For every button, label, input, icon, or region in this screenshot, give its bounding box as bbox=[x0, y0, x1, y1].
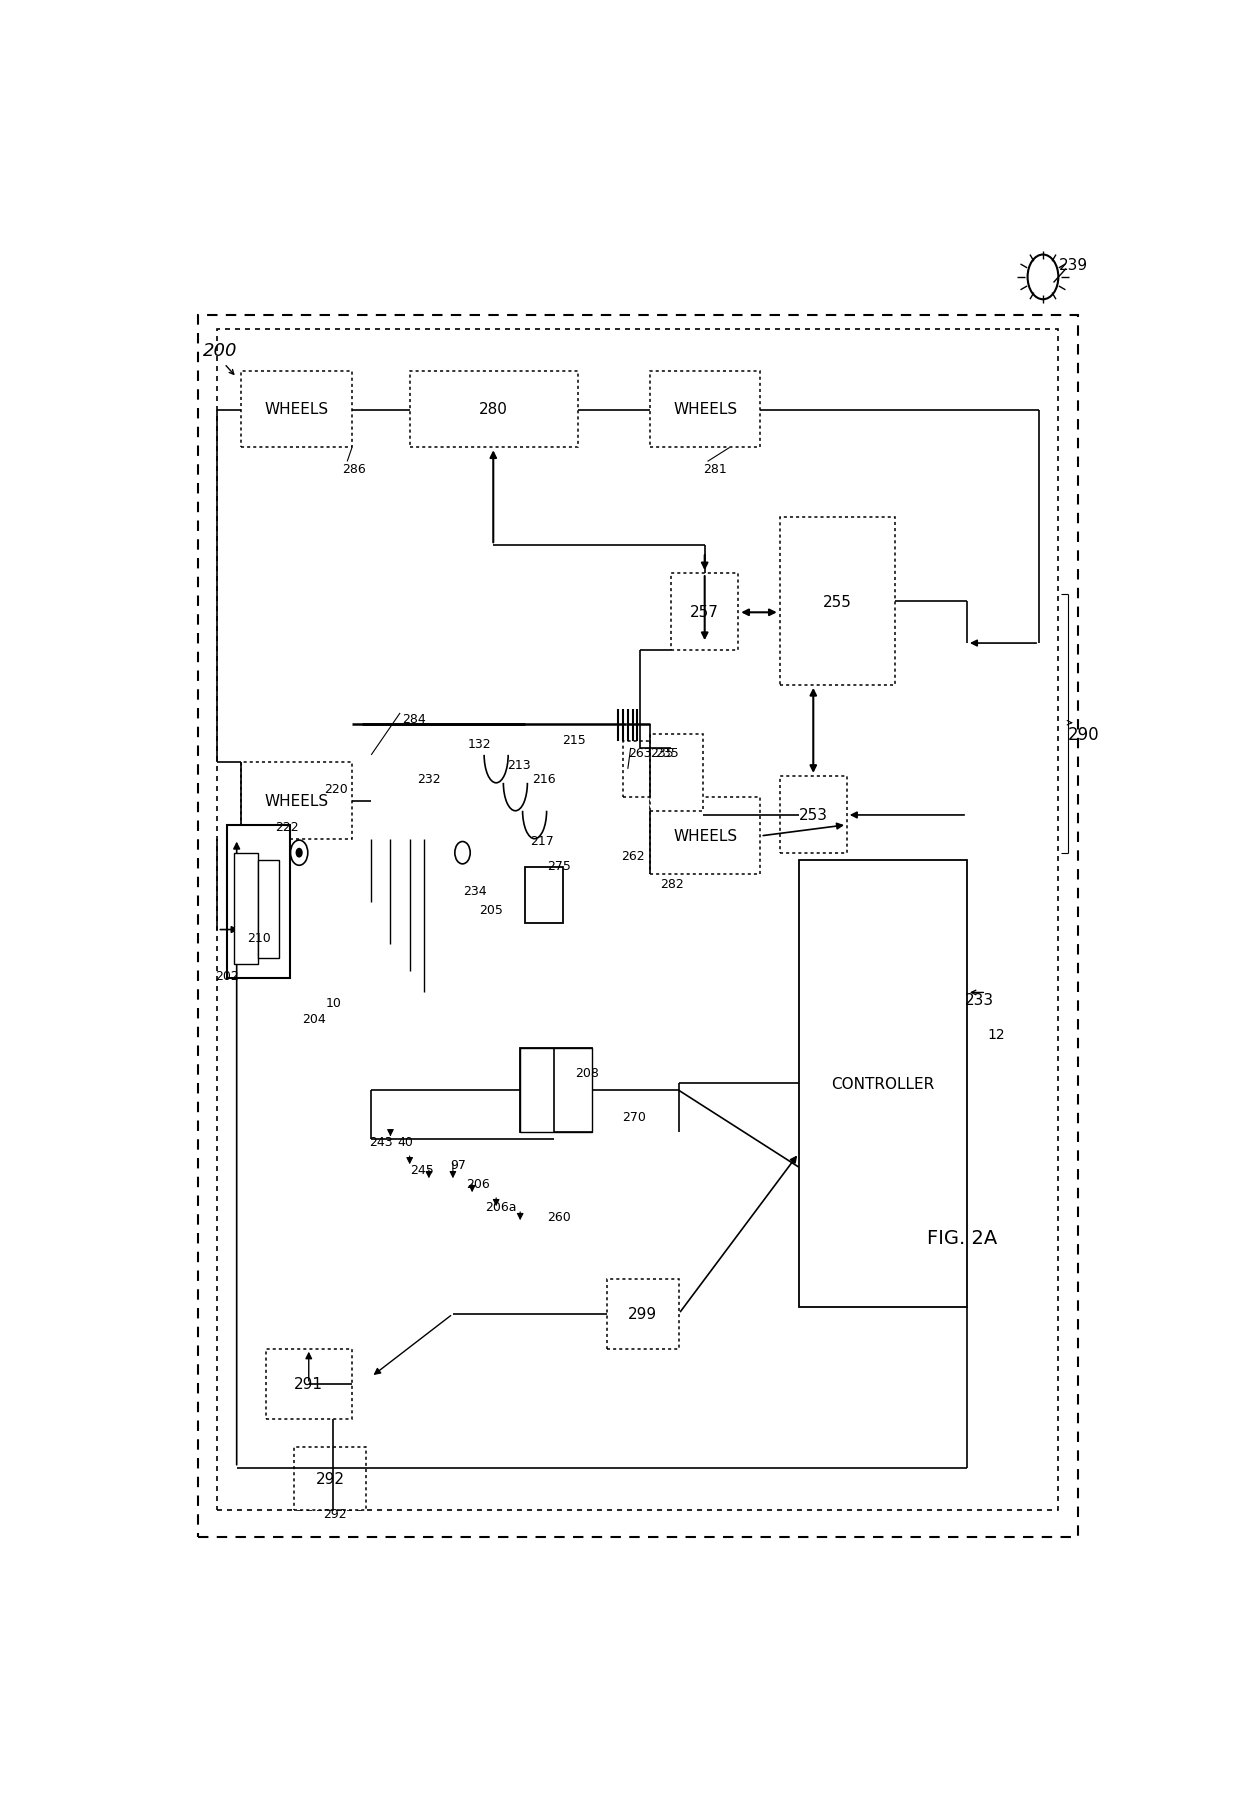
Bar bbox=[265, 1350, 352, 1419]
Text: 215: 215 bbox=[562, 733, 585, 747]
Text: CONTROLLER: CONTROLLER bbox=[831, 1076, 935, 1092]
Text: 235: 235 bbox=[651, 746, 675, 758]
Text: 253: 253 bbox=[799, 807, 828, 822]
Text: WHEELS: WHEELS bbox=[264, 793, 329, 809]
Text: WHEELS: WHEELS bbox=[673, 403, 738, 417]
Bar bbox=[799, 860, 967, 1308]
Text: 282: 282 bbox=[660, 878, 684, 891]
Bar bbox=[650, 735, 703, 811]
Text: WHEELS: WHEELS bbox=[264, 403, 329, 417]
Text: 275: 275 bbox=[547, 860, 570, 873]
Text: 213: 213 bbox=[507, 758, 531, 771]
Bar bbox=[606, 1279, 678, 1350]
Text: 222: 222 bbox=[275, 820, 299, 833]
Bar bbox=[217, 330, 1058, 1509]
Circle shape bbox=[296, 849, 303, 858]
Text: 200: 200 bbox=[203, 341, 238, 359]
Text: 97: 97 bbox=[450, 1157, 466, 1172]
Text: 245: 245 bbox=[410, 1165, 434, 1177]
Bar bbox=[650, 372, 760, 448]
Text: 299: 299 bbox=[629, 1306, 657, 1322]
Text: 284: 284 bbox=[403, 713, 427, 726]
Text: 243: 243 bbox=[370, 1136, 393, 1148]
Bar bbox=[242, 762, 352, 840]
Bar bbox=[294, 1448, 367, 1509]
Text: 232: 232 bbox=[417, 773, 440, 785]
Text: 280: 280 bbox=[480, 403, 508, 417]
Text: 205: 205 bbox=[480, 903, 503, 918]
Text: 292: 292 bbox=[316, 1471, 345, 1486]
Text: 290: 290 bbox=[1068, 726, 1099, 744]
Bar bbox=[622, 742, 666, 798]
Text: 263: 263 bbox=[629, 746, 652, 758]
Bar bbox=[227, 825, 290, 980]
Text: WHEELS: WHEELS bbox=[673, 829, 738, 844]
Bar bbox=[258, 860, 279, 958]
Bar bbox=[650, 798, 760, 874]
Bar bbox=[521, 1048, 593, 1132]
Text: 217: 217 bbox=[531, 834, 554, 847]
Text: 208: 208 bbox=[575, 1067, 599, 1079]
Text: 257: 257 bbox=[691, 604, 719, 620]
Text: 286: 286 bbox=[342, 463, 366, 475]
Bar bbox=[525, 867, 563, 923]
Text: 235: 235 bbox=[655, 746, 680, 758]
Text: 132: 132 bbox=[467, 738, 491, 751]
Bar bbox=[780, 519, 895, 686]
Text: 206a: 206a bbox=[485, 1201, 517, 1214]
Text: 233: 233 bbox=[965, 992, 994, 1007]
Text: 270: 270 bbox=[622, 1110, 646, 1123]
Text: 40: 40 bbox=[397, 1136, 413, 1148]
Text: 234: 234 bbox=[464, 885, 487, 898]
Text: 255: 255 bbox=[823, 595, 852, 610]
Text: 281: 281 bbox=[703, 463, 727, 475]
Text: 291: 291 bbox=[294, 1377, 324, 1391]
Bar bbox=[234, 853, 258, 965]
Text: 239: 239 bbox=[1059, 258, 1089, 272]
Text: 260: 260 bbox=[547, 1210, 570, 1223]
Bar bbox=[780, 776, 847, 853]
Bar bbox=[198, 316, 1078, 1538]
Bar bbox=[521, 1048, 593, 1132]
Text: 220: 220 bbox=[324, 782, 347, 796]
Text: 292: 292 bbox=[322, 1507, 346, 1520]
Text: 262: 262 bbox=[621, 849, 645, 862]
Bar bbox=[409, 372, 578, 448]
Text: 206: 206 bbox=[466, 1177, 490, 1190]
Bar bbox=[242, 372, 352, 448]
Text: 12: 12 bbox=[987, 1029, 1004, 1041]
Text: 10: 10 bbox=[326, 996, 342, 1009]
Bar bbox=[671, 573, 738, 651]
Text: 204: 204 bbox=[301, 1012, 325, 1027]
Text: 210: 210 bbox=[247, 932, 270, 945]
Text: 202: 202 bbox=[216, 970, 239, 983]
Text: FIG. 2A: FIG. 2A bbox=[928, 1228, 997, 1246]
Text: 216: 216 bbox=[532, 773, 556, 785]
